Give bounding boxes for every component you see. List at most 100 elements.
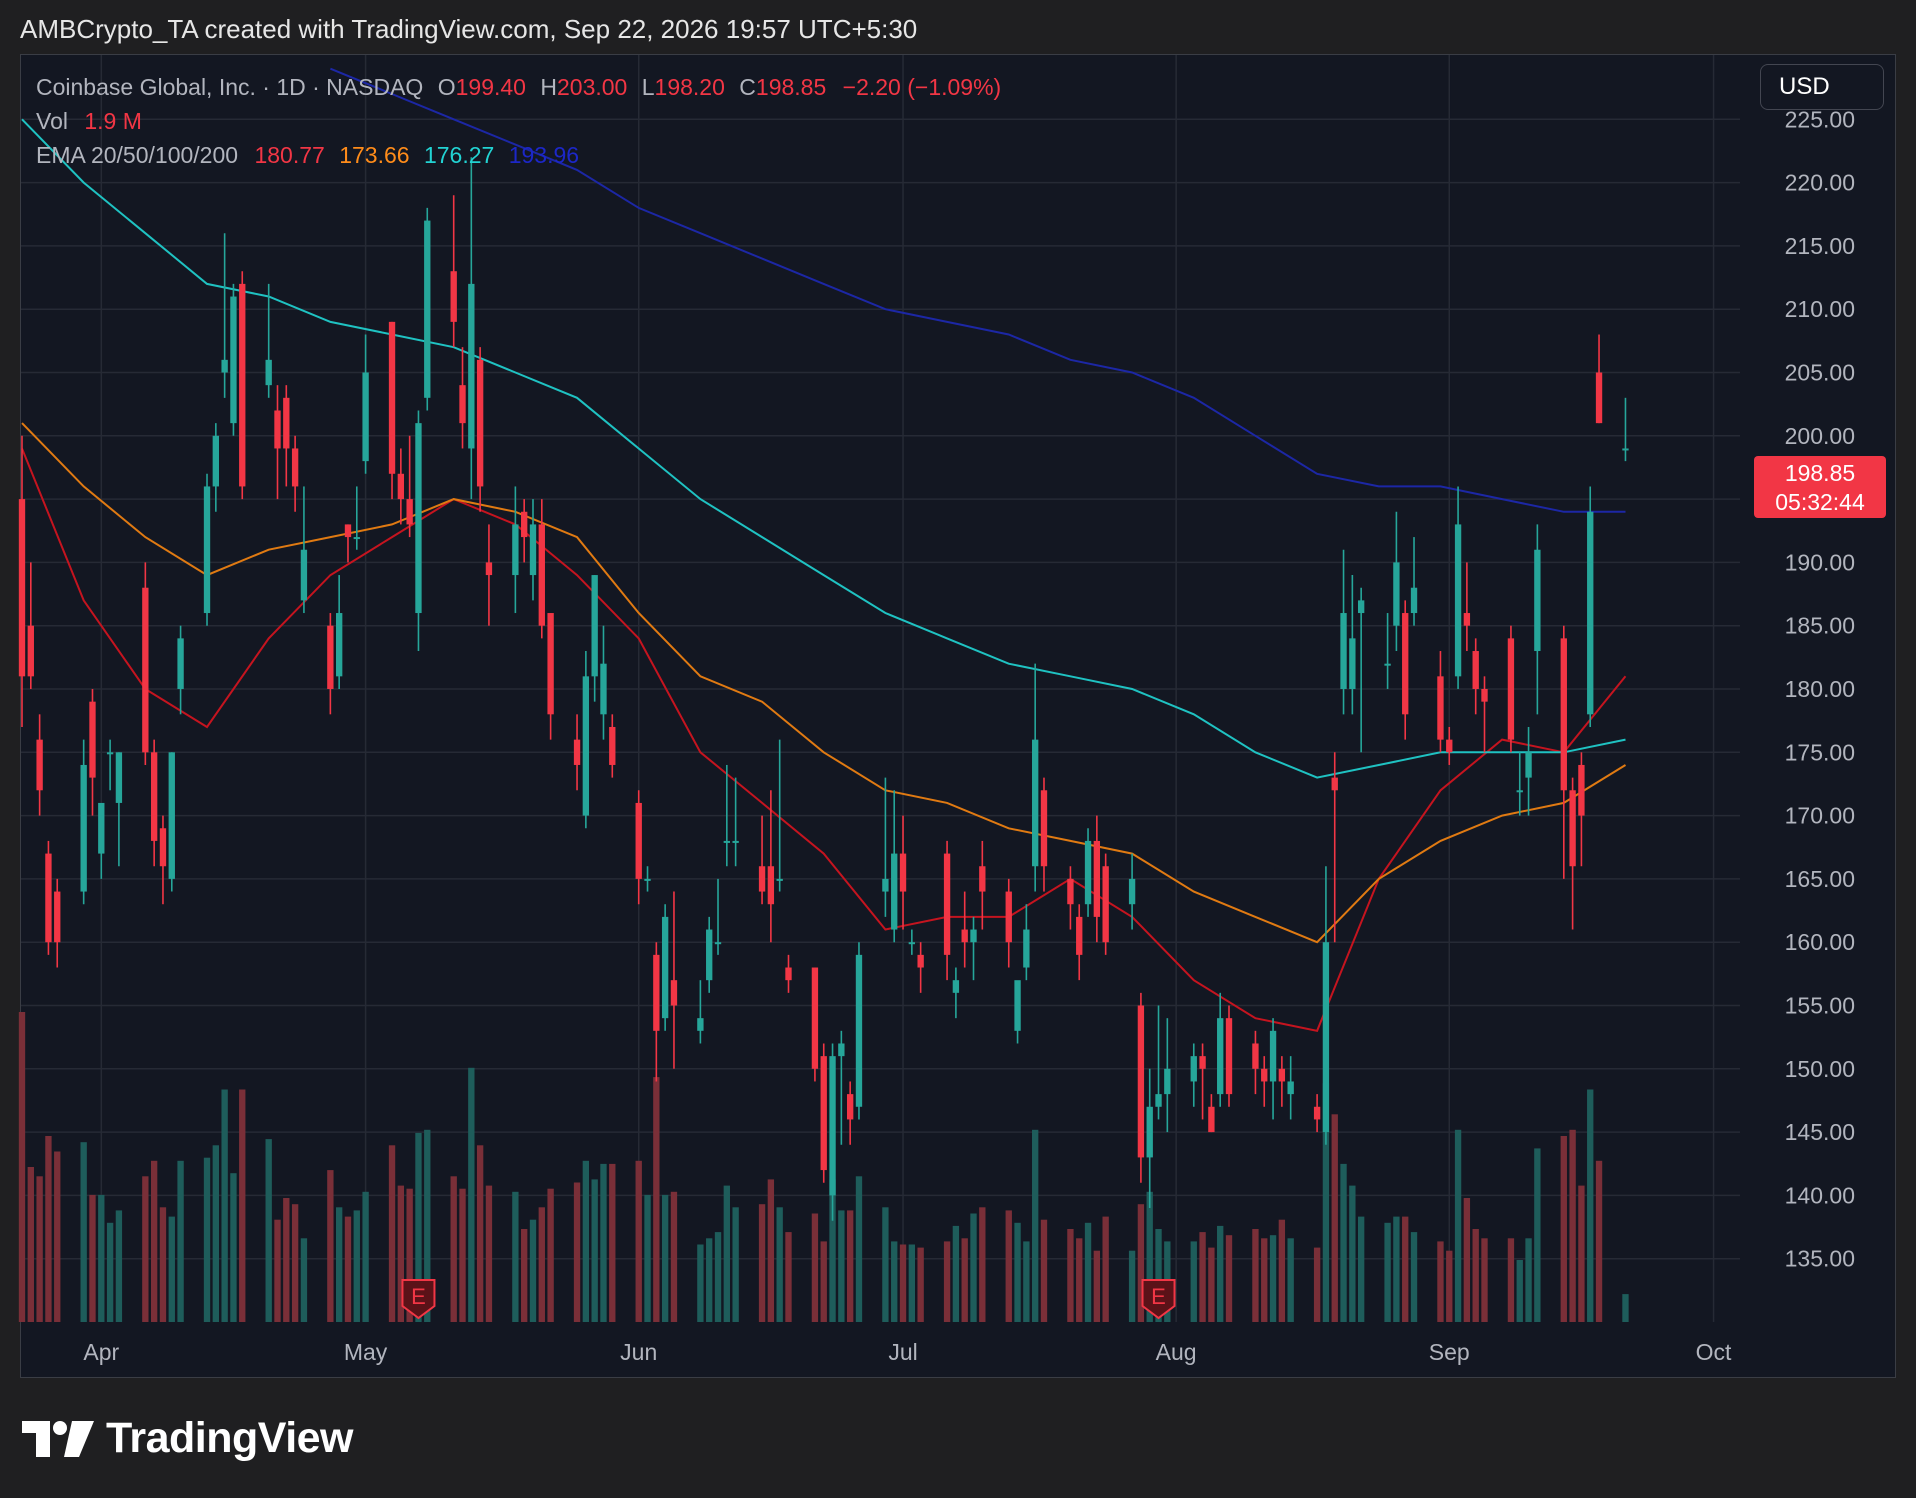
candle-body bbox=[661, 916, 669, 1019]
candle-body bbox=[1102, 866, 1109, 943]
volume-bar bbox=[714, 1232, 722, 1322]
candle-body bbox=[970, 929, 977, 943]
volume-bar bbox=[697, 1244, 704, 1322]
volume-bar bbox=[600, 1163, 607, 1322]
volume-bar bbox=[573, 1182, 581, 1322]
ema100-value: 176.27 bbox=[423, 142, 495, 168]
candle-body bbox=[635, 802, 642, 879]
volume-label[interactable]: Vol bbox=[36, 108, 68, 134]
ema-label[interactable]: EMA 20/50/100/200 bbox=[36, 142, 239, 168]
ema-line bbox=[330, 67, 1626, 513]
volume-bar bbox=[829, 1179, 836, 1322]
candle-body bbox=[1507, 638, 1515, 740]
candle-body bbox=[1331, 777, 1338, 791]
candle-body bbox=[521, 511, 528, 538]
volume-bar bbox=[89, 1194, 96, 1322]
candle-body bbox=[1199, 1056, 1206, 1069]
volume-bar bbox=[1261, 1238, 1268, 1322]
volume-bar bbox=[653, 1077, 660, 1322]
currency-button[interactable]: USD bbox=[1760, 64, 1884, 110]
candle-body bbox=[952, 980, 960, 993]
volume-bar bbox=[538, 1207, 545, 1322]
volume-bar bbox=[670, 1191, 678, 1322]
volume-bar bbox=[1313, 1247, 1321, 1322]
candle-body bbox=[1340, 613, 1347, 689]
volume-bar bbox=[1190, 1241, 1197, 1322]
volume-bar bbox=[1410, 1232, 1418, 1322]
volume-bar bbox=[1402, 1216, 1409, 1322]
volume-bar bbox=[1014, 1222, 1021, 1322]
candle-body bbox=[512, 524, 519, 576]
volume-bar bbox=[1023, 1241, 1030, 1322]
volume-bar bbox=[838, 1210, 845, 1322]
y-tick-label: 180.00 bbox=[1785, 676, 1855, 702]
candle-body bbox=[1595, 372, 1603, 424]
volume-bar bbox=[450, 1176, 457, 1322]
candle-body bbox=[406, 499, 413, 525]
candle-body bbox=[1402, 613, 1409, 715]
volume-bar bbox=[1534, 1148, 1541, 1322]
volume-bar bbox=[150, 1160, 158, 1322]
volume-bar bbox=[1595, 1160, 1603, 1322]
candle-body bbox=[714, 942, 722, 945]
volume-bar bbox=[212, 1145, 219, 1322]
volume-bar bbox=[1384, 1222, 1391, 1322]
volume-bar bbox=[1102, 1216, 1109, 1322]
volume-bar bbox=[265, 1139, 272, 1322]
candle-body bbox=[1278, 1068, 1286, 1082]
candle-body bbox=[1269, 1030, 1277, 1082]
volume-bar bbox=[1093, 1250, 1101, 1322]
volume-bar bbox=[415, 1132, 422, 1322]
candle-body bbox=[1217, 1018, 1224, 1095]
candle-body bbox=[600, 663, 607, 715]
earnings-badge bbox=[401, 1279, 436, 1320]
candle-body bbox=[855, 954, 863, 1107]
y-tick-label: 150.00 bbox=[1785, 1056, 1855, 1082]
volume-bar bbox=[811, 1213, 819, 1322]
last-price: 198.85 bbox=[1784, 460, 1856, 486]
ema200-value: 193.96 bbox=[508, 142, 580, 168]
volume-bar bbox=[582, 1160, 590, 1322]
candle-body bbox=[45, 853, 52, 943]
ema-line bbox=[21, 448, 1627, 1032]
y-tick-label: 200.00 bbox=[1785, 423, 1855, 449]
earnings-marker[interactable]: E bbox=[1141, 1279, 1176, 1320]
volume-bar bbox=[80, 1142, 87, 1322]
volume-bar bbox=[776, 1207, 783, 1322]
volume-bar bbox=[1340, 1163, 1347, 1322]
volume-bar bbox=[1278, 1219, 1286, 1322]
tradingview-logo[interactable]: TradingView bbox=[22, 1414, 354, 1463]
candle-body bbox=[1208, 1106, 1215, 1133]
candle-body bbox=[1313, 1106, 1321, 1120]
volume-bar bbox=[300, 1238, 308, 1322]
price-axis[interactable]: 135.00 140.00 145.00 150.00 155.00 160.00 165.… bbox=[1785, 106, 1855, 1271]
volume-bar bbox=[1217, 1225, 1224, 1322]
high-label: H bbox=[540, 74, 557, 100]
high-value: 203.00 bbox=[556, 74, 628, 100]
candle-body bbox=[1067, 878, 1074, 905]
candle-body bbox=[846, 1094, 854, 1120]
volume-bar bbox=[820, 1241, 827, 1322]
candle-body bbox=[300, 549, 308, 601]
candle-body bbox=[732, 840, 739, 843]
candle-body bbox=[221, 359, 228, 373]
volume-bar bbox=[1357, 1216, 1365, 1322]
symbol-title[interactable]: Coinbase Global, Inc. · 1D · NASDAQ bbox=[36, 74, 424, 100]
volume-bar bbox=[943, 1241, 951, 1322]
candle-body bbox=[644, 878, 651, 881]
volume-bar bbox=[1463, 1198, 1471, 1322]
candle-body bbox=[89, 701, 96, 778]
candle-body bbox=[283, 397, 290, 449]
y-tick-label: 205.00 bbox=[1785, 360, 1855, 386]
candle-body bbox=[415, 423, 422, 614]
y-tick-label: 175.00 bbox=[1785, 739, 1855, 765]
time-axis[interactable]: Apr May Jun Jul Aug Sep Oct bbox=[83, 1339, 1732, 1365]
candle-body bbox=[591, 575, 598, 677]
candle-body bbox=[899, 853, 907, 892]
volume-bar bbox=[899, 1244, 907, 1322]
earnings-marker[interactable]: E bbox=[401, 1279, 436, 1320]
candle-body bbox=[353, 537, 360, 540]
volume-bar bbox=[1146, 1191, 1153, 1322]
